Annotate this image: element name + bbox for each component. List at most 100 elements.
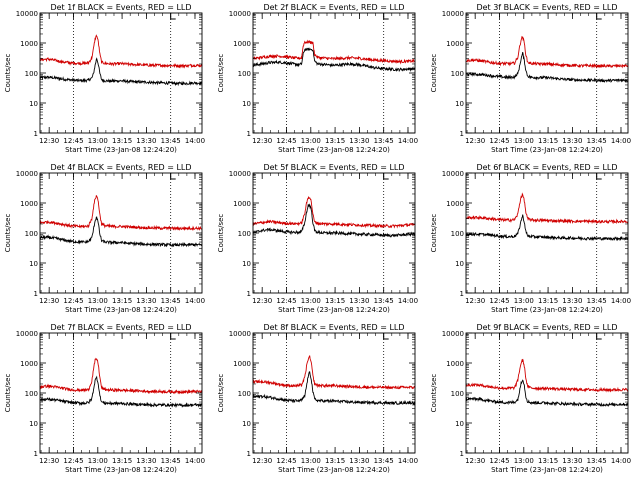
x-tick-label: 13:45 [161,137,181,145]
y-tick-label: 10000 [16,170,38,178]
y-axis-label: Counts/sec [4,214,12,253]
x-tick-label: 13:15 [112,457,132,465]
x-axis-label: Start Time (23-Jan-08 12:24:20) [491,466,603,474]
x-tick-label: 12:45 [276,137,296,145]
y-tick-label: 10000 [16,330,38,338]
x-tick-label: 13:30 [349,457,369,465]
panel-title: Det 1f BLACK = Events, RED = LLD [50,3,191,12]
marker-bracket [170,13,176,20]
panel-title: Det 3f BLACK = Events, RED = LLD [476,3,617,12]
y-tick-label: 10 [242,420,251,428]
y-tick-label: 1000 [446,360,464,368]
y-tick-label: 10 [29,420,38,428]
x-tick-label: 12:45 [489,137,509,145]
x-tick-label: 13:15 [325,297,345,305]
y-tick-label: 10 [29,100,38,108]
x-tick-label: 14:00 [398,457,418,465]
x-tick-label: 12:30 [39,137,59,145]
lld-series-line [252,195,416,229]
lld-series-line [39,194,203,232]
x-tick-label: 13:15 [325,137,345,145]
x-tick-label: 12:30 [252,457,272,465]
x-tick-label: 12:30 [465,457,485,465]
events-series-line [252,371,416,406]
y-tick-label: 10000 [229,330,251,338]
panel-title: Det 5f BLACK = Events, RED = LLD [263,163,404,172]
y-tick-label: 100 [238,390,251,398]
y-tick-label: 100 [451,230,464,238]
panel-title: Det 8f BLACK = Events, RED = LLD [263,323,404,332]
events-series-line [465,52,629,83]
lld-series-line [39,357,203,395]
x-tick-label: 13:00 [88,457,108,465]
y-tick-label: 10 [242,260,251,268]
x-tick-label: 13:00 [88,297,108,305]
x-tick-label: 13:30 [349,297,369,305]
marker-bracket [170,333,176,340]
x-tick-label: 13:15 [538,137,558,145]
x-tick-label: 13:45 [374,457,394,465]
y-tick-label: 1 [34,450,38,458]
y-tick-label: 10000 [442,330,464,338]
panel-1: Det 1f BLACK = Events, RED = LLD 1 10 100 10… [4,3,205,154]
lld-series-line [465,35,629,69]
lld-series-line [252,355,416,390]
marker-bracket [383,173,389,180]
x-tick-label: 14:00 [185,297,205,305]
y-tick-label: 1 [34,290,38,298]
x-tick-label: 13:00 [88,137,108,145]
y-tick-label: 1000 [20,200,38,208]
x-tick-label: 13:45 [374,137,394,145]
events-series-line [465,214,629,242]
plot-frame [252,332,416,454]
x-tick-label: 12:30 [252,137,272,145]
y-tick-label: 10 [455,100,464,108]
y-tick-label: 100 [451,390,464,398]
x-tick-label: 12:45 [276,297,296,305]
x-tick-label: 13:45 [587,137,607,145]
x-axis-label: Start Time (23-Jan-08 12:24:20) [278,146,390,154]
x-tick-label: 14:00 [398,297,418,305]
panel-8: Det 8f BLACK = Events, RED = LLD 1 10 100 10… [217,323,418,474]
x-tick-label: 13:00 [514,137,534,145]
panel-7: Det 7f BLACK = Events, RED = LLD 1 10 100 10… [4,323,205,474]
plot-frame [39,12,203,134]
y-tick-label: 1 [460,130,464,138]
x-tick-label: 13:15 [112,137,132,145]
x-tick-label: 13:30 [136,137,156,145]
y-tick-label: 10 [455,260,464,268]
x-tick-label: 12:30 [465,137,485,145]
x-tick-label: 14:00 [185,137,205,145]
panel-title: Det 6f BLACK = Events, RED = LLD [476,163,617,172]
x-tick-label: 13:30 [562,297,582,305]
x-tick-label: 12:45 [63,137,83,145]
panel-title: Det 2f BLACK = Events, RED = LLD [263,3,404,12]
y-axis-label: Counts/sec [430,54,438,93]
x-tick-label: 13:00 [301,297,321,305]
marker-bracket [596,13,602,20]
plot-frame [465,332,629,454]
x-tick-label: 12:45 [489,457,509,465]
panel-3: Det 3f BLACK = Events, RED = LLD 1 10 100 10… [430,3,631,154]
x-tick-label: 13:30 [136,297,156,305]
panel-9: Det 9f BLACK = Events, RED = LLD 1 10 100 10… [430,323,631,474]
y-tick-label: 1 [460,450,464,458]
y-axis-label: Counts/sec [430,214,438,253]
x-tick-label: 13:00 [514,297,534,305]
x-tick-label: 12:30 [39,297,59,305]
x-tick-label: 13:15 [538,297,558,305]
x-axis-label: Start Time (23-Jan-08 12:24:20) [278,466,390,474]
x-tick-label: 13:15 [112,297,132,305]
x-tick-label: 12:45 [489,297,509,305]
y-tick-label: 1000 [233,200,251,208]
y-axis-label: Counts/sec [4,374,12,413]
x-tick-label: 13:45 [587,297,607,305]
x-tick-label: 13:00 [514,457,534,465]
events-series-line [252,47,416,73]
y-tick-label: 1000 [233,360,251,368]
x-tick-label: 13:45 [587,457,607,465]
plot-frame [252,172,416,294]
x-tick-label: 13:00 [301,457,321,465]
plot-frame [465,172,629,294]
y-tick-label: 100 [25,230,38,238]
